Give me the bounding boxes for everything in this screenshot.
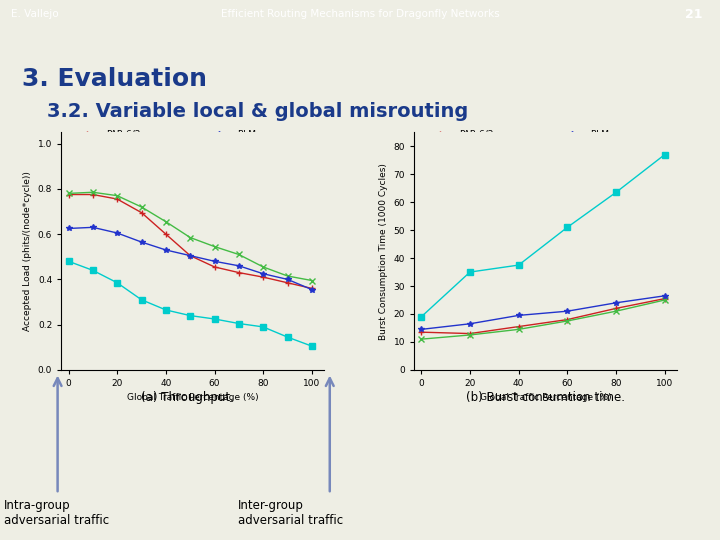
Text: RLM: RLM — [590, 130, 609, 139]
Text: 21: 21 — [685, 8, 702, 21]
Text: OLM: OLM — [106, 146, 125, 155]
Text: Inter-group
adversarial traffic: Inter-group adversarial traffic — [238, 500, 343, 528]
Text: (a) Throughput.: (a) Throughput. — [141, 392, 234, 404]
Text: PAR-6/2: PAR-6/2 — [459, 130, 493, 139]
Text: 3.2. Variable local & global misrouting: 3.2. Variable local & global misrouting — [47, 102, 468, 120]
Text: (b) Burst consumtion time.: (b) Burst consumtion time. — [466, 392, 625, 404]
Text: OLM: OLM — [459, 146, 478, 155]
Text: 3. Evaluation: 3. Evaluation — [22, 68, 207, 91]
Text: PiggyBacking: PiggyBacking — [590, 146, 651, 155]
X-axis label: Global Traffic Percentage (%): Global Traffic Percentage (%) — [480, 394, 611, 402]
Text: PAR-6/2: PAR-6/2 — [106, 130, 140, 139]
Y-axis label: Burst Consumption Time (1000 Cycles): Burst Consumption Time (1000 Cycles) — [379, 163, 388, 340]
X-axis label: Global Traffic Percentage (%): Global Traffic Percentage (%) — [127, 394, 258, 402]
Text: Efficient Routing Mechanisms for Dragonfly Networks: Efficient Routing Mechanisms for Dragonf… — [220, 9, 500, 19]
Text: RLM: RLM — [238, 130, 256, 139]
Text: E. Vallejo: E. Vallejo — [11, 9, 58, 19]
Y-axis label: Accepted Load (phits/(node*cycle)): Accepted Load (phits/(node*cycle)) — [23, 171, 32, 331]
Text: PiggyBacking: PiggyBacking — [238, 146, 298, 155]
Text: Intra-group
adversarial traffic: Intra-group adversarial traffic — [4, 500, 109, 528]
